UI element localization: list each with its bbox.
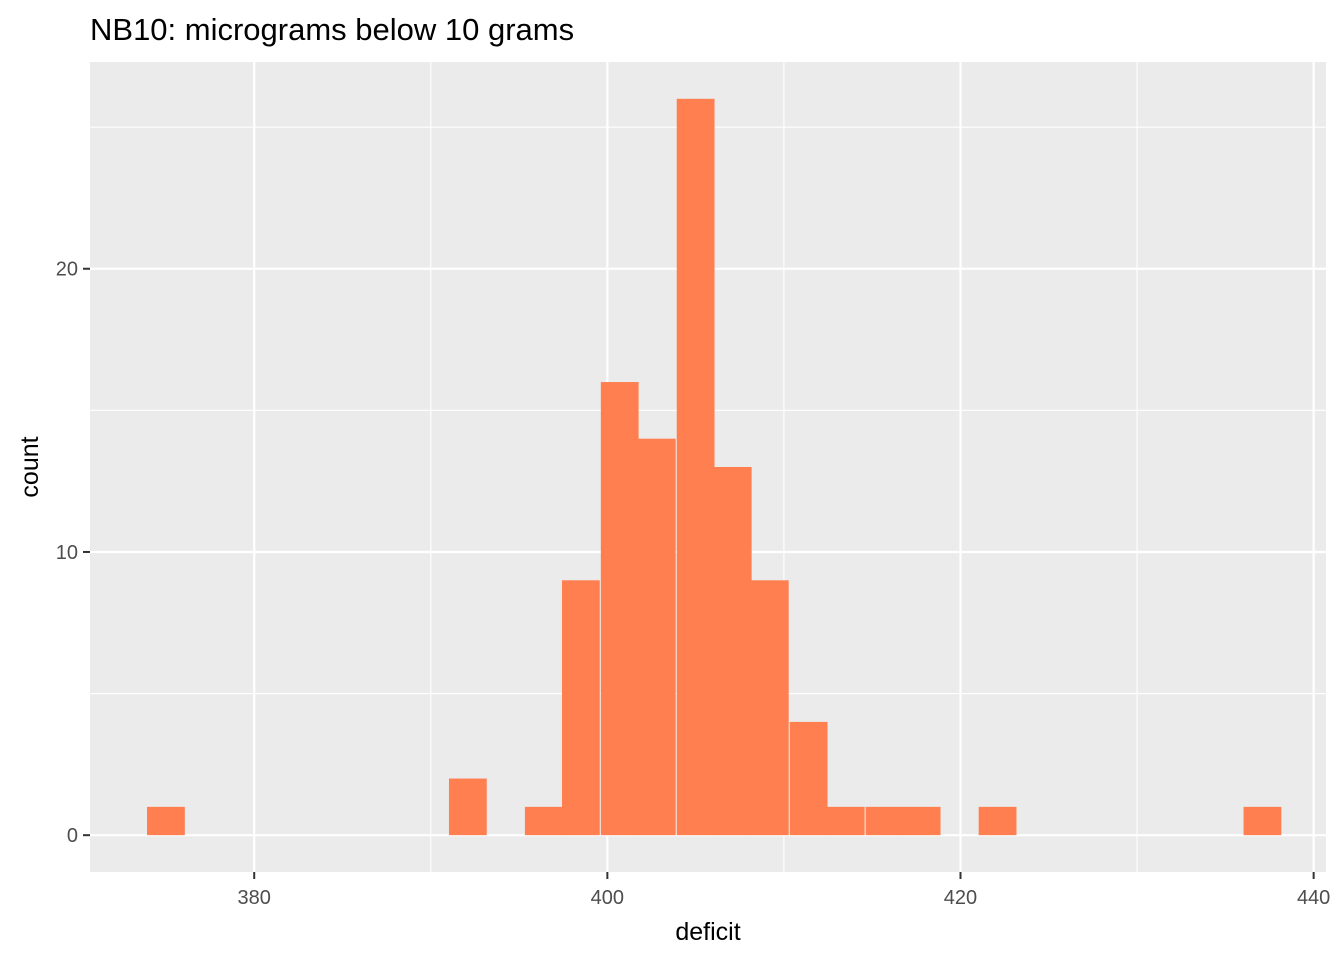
histogram-bar	[448, 778, 487, 836]
histogram-bar	[600, 382, 639, 836]
x-tick-label: 400	[591, 887, 624, 909]
histogram-bar	[789, 721, 828, 836]
histogram-bar	[147, 806, 185, 836]
y-tick-label: 20	[56, 259, 78, 281]
x-tick-label: 440	[1297, 887, 1330, 909]
histogram-bar	[524, 806, 563, 836]
x-tick-label: 420	[944, 887, 977, 909]
histogram-bar	[978, 806, 1017, 836]
histogram-bar	[561, 580, 600, 836]
histogram-bar	[826, 806, 865, 836]
y-axis-title: count	[16, 436, 44, 497]
histogram-bar	[750, 580, 789, 836]
histogram-bar	[1243, 806, 1282, 836]
y-axis: 0 10 20	[56, 259, 90, 847]
y-tick-label: 0	[67, 825, 78, 847]
x-axis: 380 400 420 440	[238, 872, 1330, 909]
x-axis-title: deficit	[675, 918, 740, 946]
histogram-bar	[713, 467, 752, 836]
x-tick-label: 380	[238, 887, 271, 909]
histogram-bar	[637, 438, 676, 836]
histogram-bar	[865, 806, 904, 836]
bars	[147, 98, 1282, 836]
histogram-bar	[676, 98, 715, 836]
y-tick-label: 10	[56, 542, 78, 564]
chart-title: NB10: micrograms below 10 grams	[90, 12, 574, 47]
histogram-bar	[902, 806, 941, 836]
